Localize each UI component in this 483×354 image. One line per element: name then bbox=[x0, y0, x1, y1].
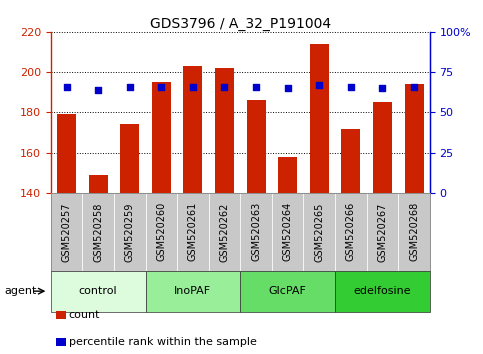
Text: GSM520268: GSM520268 bbox=[409, 202, 419, 262]
Bar bbox=[341, 129, 360, 193]
Bar bbox=[405, 84, 424, 193]
Text: GSM520261: GSM520261 bbox=[188, 202, 198, 262]
Point bbox=[63, 84, 71, 90]
Point bbox=[157, 84, 165, 90]
Bar bbox=[184, 66, 202, 193]
Text: GlcPAF: GlcPAF bbox=[269, 286, 307, 296]
Text: GSM520259: GSM520259 bbox=[125, 202, 135, 262]
Bar bbox=[57, 114, 76, 193]
Bar bbox=[310, 44, 329, 193]
Text: count: count bbox=[69, 310, 100, 320]
Text: GSM520258: GSM520258 bbox=[93, 202, 103, 262]
Point bbox=[94, 87, 102, 93]
Bar bbox=[152, 82, 171, 193]
Point bbox=[126, 84, 134, 90]
Text: GSM520266: GSM520266 bbox=[346, 202, 356, 262]
Bar bbox=[120, 125, 139, 193]
Text: GSM520257: GSM520257 bbox=[61, 202, 71, 262]
Point bbox=[284, 85, 292, 91]
Text: percentile rank within the sample: percentile rank within the sample bbox=[69, 337, 256, 347]
Bar bbox=[373, 102, 392, 193]
Point bbox=[189, 84, 197, 90]
Bar bbox=[247, 100, 266, 193]
Point bbox=[379, 85, 386, 91]
Text: GSM520260: GSM520260 bbox=[156, 202, 166, 262]
Text: GSM520264: GSM520264 bbox=[283, 202, 293, 262]
Point bbox=[315, 82, 323, 88]
Point bbox=[410, 84, 418, 90]
Point bbox=[221, 84, 228, 90]
Text: InoPAF: InoPAF bbox=[174, 286, 212, 296]
Bar bbox=[278, 157, 297, 193]
Text: control: control bbox=[79, 286, 117, 296]
Bar bbox=[89, 175, 108, 193]
Bar bbox=[215, 68, 234, 193]
Text: edelfosine: edelfosine bbox=[354, 286, 412, 296]
Point bbox=[347, 84, 355, 90]
Text: GSM520267: GSM520267 bbox=[378, 202, 387, 262]
Text: GSM520263: GSM520263 bbox=[251, 202, 261, 262]
Text: GSM520265: GSM520265 bbox=[314, 202, 324, 262]
Point bbox=[252, 84, 260, 90]
Text: GSM520262: GSM520262 bbox=[219, 202, 229, 262]
Text: agent: agent bbox=[5, 286, 37, 296]
Title: GDS3796 / A_32_P191004: GDS3796 / A_32_P191004 bbox=[150, 17, 331, 31]
